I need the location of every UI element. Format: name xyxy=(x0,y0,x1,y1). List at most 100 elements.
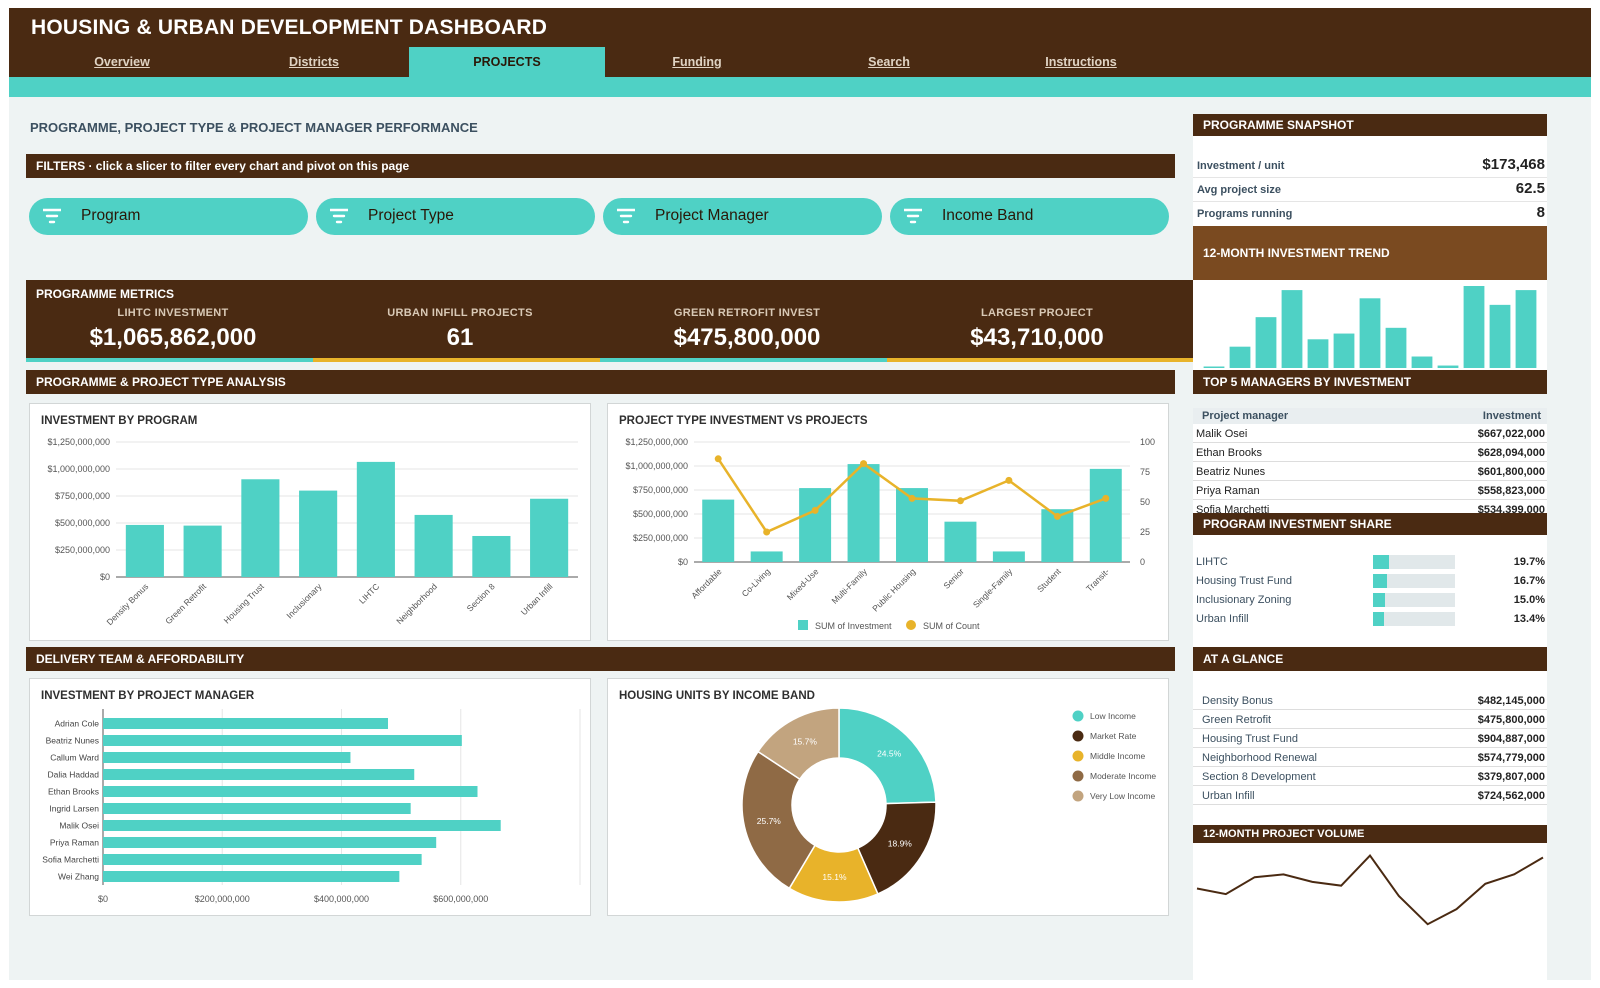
glance-label: Section 8 Development xyxy=(1202,771,1316,783)
x-tick-label: Urban Infill xyxy=(519,581,555,617)
x-tick-label: Inclusionary xyxy=(284,581,324,621)
filter-icon xyxy=(904,208,922,224)
kpi-lihtc-investment: LIHTC INVESTMENT $1,065,862,000 xyxy=(26,280,320,362)
kpi-label: URBAN INFILL PROJECTS xyxy=(387,307,533,319)
trend-bar xyxy=(1411,356,1433,368)
x-tick-label: $200,000,000 xyxy=(195,894,250,904)
tab-overview[interactable]: Overview xyxy=(94,55,150,69)
delivery-header: DELIVERY TEAM & AFFORDABILITY xyxy=(26,647,1175,671)
snapshot-row: Investment / unit $173,468 xyxy=(1193,154,1547,178)
trend-bar xyxy=(1281,290,1303,368)
kpi-value: $43,710,000 xyxy=(970,324,1104,351)
tab-instructions[interactable]: Instructions xyxy=(1045,55,1117,69)
snapshot-value: 8 xyxy=(1536,204,1545,221)
chart-title: INVESTMENT BY PROJECT MANAGER xyxy=(41,690,255,702)
y-tick-label: $500,000,000 xyxy=(55,518,110,528)
y-tick-label: Ingrid Larsen xyxy=(49,804,99,814)
slice-label: 25.7% xyxy=(757,816,782,826)
snapshot-row: Avg project size 62.5 xyxy=(1193,178,1547,202)
list-item: Urban Infill $724,562,000 xyxy=(1193,786,1547,805)
income-band-donut-chart: 24.5% 18.9% 15.1% 25.7% 15.7% Low Income Marke… xyxy=(741,707,1156,903)
x-tick-label: Section 8 xyxy=(465,581,497,613)
slice-label: 24.5% xyxy=(877,748,902,758)
x-tick-label: Density Bonus xyxy=(104,581,150,627)
table-row: Beatriz Nunes $601,800,000 xyxy=(1193,462,1547,481)
bar xyxy=(103,735,462,746)
chart-title: HOUSING UNITS BY INCOME BAND xyxy=(619,690,815,702)
x-tick-label: Mixed-Use xyxy=(785,566,821,602)
snapshot-label: Investment / unit xyxy=(1197,160,1285,172)
filters-header: FILTERS · click a slicer to filter every… xyxy=(26,154,1175,178)
kpi-value: 61 xyxy=(446,324,474,351)
x-tick-label: Affordable xyxy=(689,566,724,601)
legend-swatch xyxy=(1072,790,1084,802)
tab-projects[interactable]: PROJECTS xyxy=(409,47,605,77)
y-tick-label: $0 xyxy=(100,572,110,582)
kpi-stripe xyxy=(26,358,320,362)
bar xyxy=(103,769,415,780)
bar xyxy=(847,464,880,562)
bar xyxy=(944,521,977,562)
slicer-income-band[interactable]: Income Band xyxy=(890,198,1169,235)
count-point xyxy=(811,506,819,514)
legend-swatch-investment xyxy=(798,620,808,630)
share-bar-track xyxy=(1373,593,1455,607)
share-bar-fill xyxy=(1373,593,1386,607)
chart-title: PROJECT TYPE INVESTMENT VS PROJECTS xyxy=(619,415,868,427)
bar xyxy=(356,461,395,577)
snapshot-value: 62.5 xyxy=(1515,180,1545,197)
glance-label: Urban Infill xyxy=(1202,790,1255,802)
slicer-project-type[interactable]: Project Type xyxy=(316,198,595,235)
tab-funding[interactable]: Funding xyxy=(672,55,722,69)
count-point xyxy=(714,455,722,463)
glance-label: Housing Trust Fund xyxy=(1202,733,1298,745)
x-tick-label: $0 xyxy=(98,894,108,904)
trend-bar xyxy=(1333,333,1355,368)
y-tick-label: Callum Ward xyxy=(50,753,99,763)
filter-icon xyxy=(617,208,635,224)
y-tick-label: $1,250,000,000 xyxy=(625,437,688,447)
share-row: Inclusionary Zoning 15.0% xyxy=(1193,591,1547,610)
snapshot-value: $173,468 xyxy=(1482,156,1545,173)
y-tick-label: Dalia Haddad xyxy=(47,770,99,780)
manager-investment: $667,022,000 xyxy=(1477,428,1545,440)
program-share-panel xyxy=(1193,535,1547,647)
x-tick-label: Multi-Family xyxy=(830,566,870,606)
share-bar-fill xyxy=(1373,574,1387,588)
share-label: Inclusionary Zoning xyxy=(1196,594,1292,606)
bar xyxy=(103,820,501,831)
project-type-card: PROJECT TYPE INVESTMENT VS PROJECTS $0 $2… xyxy=(607,403,1169,641)
legend-label: Very Low Income xyxy=(1090,791,1155,801)
at-a-glance-panel xyxy=(1193,671,1547,825)
managers-table-header: Project manager Investment xyxy=(1193,408,1547,424)
glance-value: $574,779,000 xyxy=(1477,752,1545,764)
project-type-chart: $0 $250,000,000 $500,000,000 $750,000,000 $1… xyxy=(625,437,1155,631)
count-point xyxy=(763,528,771,536)
legend-label: Moderate Income xyxy=(1090,771,1156,781)
count-point xyxy=(956,497,964,505)
legend-swatch xyxy=(1072,750,1084,762)
slicer-program[interactable]: Program xyxy=(29,198,308,235)
filters-separator: · xyxy=(88,159,96,173)
top-managers-header: TOP 5 MANAGERS BY INVESTMENT xyxy=(1193,370,1547,394)
volume-line xyxy=(1196,854,1544,926)
trend-bar xyxy=(1385,327,1407,368)
legend-swatch xyxy=(1072,710,1084,722)
y-tick-label: $750,000,000 xyxy=(633,485,688,495)
bar xyxy=(103,786,478,797)
title-bar: HOUSING & URBAN DEVELOPMENT DASHBOARD xyxy=(9,8,1591,47)
x-tick-label: Co-Living xyxy=(740,566,773,599)
slicer-project-manager[interactable]: Project Manager xyxy=(603,198,882,235)
y-tick-label: $0 xyxy=(678,557,688,567)
tab-search[interactable]: Search xyxy=(868,55,910,69)
x-tick-label: Green Retrofit xyxy=(163,581,208,626)
share-row: Housing Trust Fund 16.7% xyxy=(1193,572,1547,591)
y2-tick-label: 25 xyxy=(1140,527,1150,537)
x-tick-label: Single-Family xyxy=(971,566,1015,610)
snapshot-row: Programs running 8 xyxy=(1193,202,1547,226)
tab-districts[interactable]: Districts xyxy=(288,55,340,69)
y-tick-label: $250,000,000 xyxy=(55,545,110,555)
filter-icon xyxy=(43,208,61,224)
y-tick-label: $1,250,000,000 xyxy=(47,437,110,447)
bar xyxy=(992,551,1025,562)
